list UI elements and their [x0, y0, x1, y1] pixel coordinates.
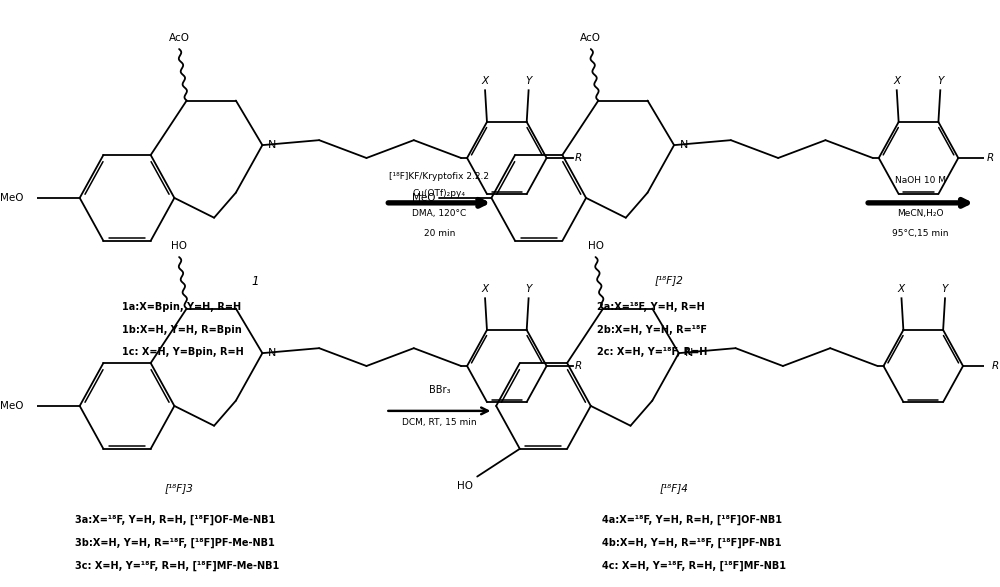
- Text: BBr₃: BBr₃: [429, 385, 450, 395]
- Text: 4a:X=¹⁸F, Y=H, R=H, [¹⁸F]OF-NB1: 4a:X=¹⁸F, Y=H, R=H, [¹⁸F]OF-NB1: [602, 515, 782, 525]
- Text: X: X: [893, 76, 900, 86]
- Text: R: R: [991, 361, 999, 371]
- Text: HO: HO: [588, 241, 604, 251]
- Text: 1b:X=H, Y=H, R=Bpin: 1b:X=H, Y=H, R=Bpin: [122, 325, 242, 335]
- Text: 2c: X=H, Y=¹⁸F, R=H: 2c: X=H, Y=¹⁸F, R=H: [597, 348, 708, 357]
- Text: N: N: [680, 140, 688, 150]
- Text: R: R: [575, 153, 582, 163]
- Text: Cu(OTf)₂py₄: Cu(OTf)₂py₄: [413, 189, 466, 198]
- Text: 3c: X=H, Y=¹⁸F, R=H, [¹⁸F]MF-Me-NB1: 3c: X=H, Y=¹⁸F, R=H, [¹⁸F]MF-Me-NB1: [75, 561, 279, 571]
- Text: N: N: [268, 140, 276, 150]
- Text: AcO: AcO: [580, 33, 601, 43]
- Text: HO: HO: [457, 481, 473, 491]
- Text: 1a:X=Bpin, Y=H, R=H: 1a:X=Bpin, Y=H, R=H: [122, 302, 241, 312]
- Text: 1c: X=H, Y=Bpin, R=H: 1c: X=H, Y=Bpin, R=H: [122, 348, 244, 357]
- Text: DMA, 120°C: DMA, 120°C: [412, 209, 466, 218]
- Text: MeO: MeO: [0, 401, 24, 411]
- Text: Y: Y: [525, 284, 532, 294]
- Text: [¹⁸F]2: [¹⁸F]2: [655, 275, 684, 285]
- Text: DCM, RT, 15 min: DCM, RT, 15 min: [402, 418, 477, 427]
- Text: X: X: [482, 284, 489, 294]
- Text: Y: Y: [525, 76, 532, 86]
- Text: 4b:X=H, Y=H, R=¹⁸F, [¹⁸F]PF-NB1: 4b:X=H, Y=H, R=¹⁸F, [¹⁸F]PF-NB1: [602, 538, 782, 548]
- Text: X: X: [898, 284, 905, 294]
- Text: 4c: X=H, Y=¹⁸F, R=H, [¹⁸F]MF-NB1: 4c: X=H, Y=¹⁸F, R=H, [¹⁸F]MF-NB1: [602, 561, 786, 571]
- Text: N: N: [684, 348, 693, 358]
- Text: 95°C,15 min: 95°C,15 min: [892, 228, 949, 238]
- Text: 3a:X=¹⁸F, Y=H, R=H, [¹⁸F]OF-Me-NB1: 3a:X=¹⁸F, Y=H, R=H, [¹⁸F]OF-Me-NB1: [75, 515, 275, 525]
- Text: Y: Y: [937, 76, 943, 86]
- Text: MeO: MeO: [412, 193, 436, 203]
- Text: N: N: [268, 348, 276, 358]
- Text: 2a:X=¹⁸F, Y=H, R=H: 2a:X=¹⁸F, Y=H, R=H: [597, 302, 705, 312]
- Text: MeCN,H₂O: MeCN,H₂O: [897, 209, 944, 218]
- Text: [¹⁸F]KF/Kryptofix 2.2.2: [¹⁸F]KF/Kryptofix 2.2.2: [389, 172, 489, 181]
- Text: [¹⁸F]3: [¹⁸F]3: [165, 483, 194, 493]
- Text: [¹⁸F]4: [¹⁸F]4: [660, 483, 689, 493]
- Text: NaOH 10 M: NaOH 10 M: [895, 176, 946, 185]
- Text: 20 min: 20 min: [424, 228, 455, 238]
- Text: MeO: MeO: [0, 193, 24, 203]
- Text: 2b:X=H, Y=H, R=¹⁸F: 2b:X=H, Y=H, R=¹⁸F: [597, 325, 707, 335]
- Text: X: X: [482, 76, 489, 86]
- Text: HO: HO: [171, 241, 187, 251]
- Text: Y: Y: [942, 284, 948, 294]
- Text: AcO: AcO: [169, 33, 190, 43]
- Text: 3b:X=H, Y=H, R=¹⁸F, [¹⁸F]PF-Me-NB1: 3b:X=H, Y=H, R=¹⁸F, [¹⁸F]PF-Me-NB1: [75, 538, 275, 548]
- Text: R: R: [987, 153, 994, 163]
- Text: R: R: [575, 361, 582, 371]
- Text: 1: 1: [251, 275, 259, 288]
